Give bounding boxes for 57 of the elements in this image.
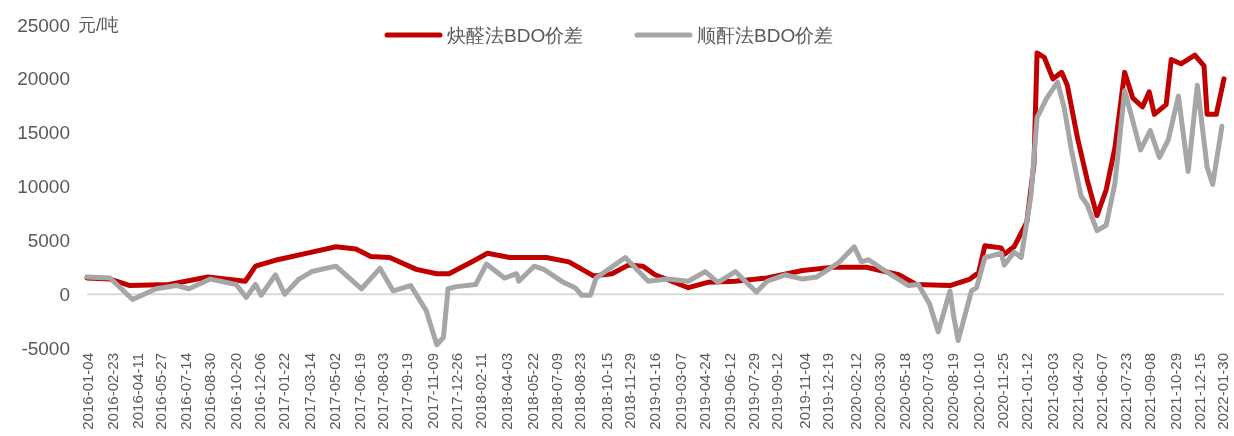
x-tick-label: 2017-01-22 [275,353,293,430]
legend-label: 顺酐法BDO价差 [697,24,834,46]
x-tick-label: 2016-01-04 [78,353,96,430]
y-tick-label: -5000 [21,337,70,359]
x-tick-label: 2021-06-07 [1093,353,1111,430]
y-tick-label: 25000 [17,14,70,36]
x-tick-label: 2021-10-29 [1166,353,1184,430]
x-tick-label: 2018-11-29 [621,353,639,429]
x-tick-label: 2017-05-02 [326,353,344,430]
x-tick-label: 2019-11-04 [795,353,813,429]
x-tick-label: 2016-02-23 [104,353,122,430]
x-tick-label: 2021-07-23 [1116,353,1134,430]
x-tick-label: 2019-09-12 [768,353,786,430]
x-tick-label: 2021-01-12 [1018,353,1036,430]
x-tick-label: 2018-02-11 [472,353,490,429]
x-tick-label: 2019-04-24 [696,353,714,430]
x-tick-label: 2017-03-14 [301,353,319,430]
x-tick-label: 2021-04-20 [1068,353,1086,430]
x-tick-label: 2017-11-09 [424,353,442,429]
legend-label: 炔醛法BDO价差 [447,24,584,46]
x-tick-label: 2016-10-20 [227,353,245,430]
x-tick-label: 2022-01-30 [1214,353,1232,430]
x-tick-label: 2016-04-11 [128,353,146,429]
x-tick-label: 2017-12-26 [448,353,466,430]
y-tick-label: 20000 [17,68,70,90]
y-axis-title: 元/吨 [78,15,120,35]
x-tick-label: 2016-08-30 [200,353,218,430]
x-tick-label: 2018-04-03 [498,353,516,430]
x-tick-label: 2020-08-19 [943,353,961,430]
x-tick-label: 2016-12-06 [251,353,269,430]
y-tick-label: 15000 [17,122,70,144]
x-tick-label: 2020-07-03 [919,353,937,430]
x-tick-label: 2019-01-16 [645,353,663,430]
x-tick-label: 2019-07-29 [745,353,763,430]
y-tick-label: 10000 [17,176,70,197]
x-tick-label: 2016-07-14 [176,353,194,430]
x-tick-label: 2019-03-07 [671,353,689,430]
x-tick-label: 2017-08-03 [374,353,392,430]
x-tick-label: 2020-10-10 [970,353,988,430]
x-tick-label: 2019-06-12 [721,353,739,430]
y-tick-label: 5000 [27,229,70,251]
x-tick-label: 2021-03-03 [1043,353,1061,430]
x-tick-label: 2018-10-15 [598,353,616,430]
x-tick-label: 2018-05-22 [523,353,541,430]
x-tick-label: 2019-12-19 [818,353,836,430]
x-tick-label: 2020-02-12 [846,353,864,430]
x-tick-label: 2020-11-25 [993,353,1011,429]
x-tick-label: 2018-08-23 [571,353,589,430]
x-tick-label: 2020-05-18 [895,353,913,430]
x-tick-label: 2020-03-30 [870,353,888,430]
y-tick-label: 0 [59,283,70,305]
x-tick-label: 2017-06-19 [350,353,368,430]
x-tick-label: 2016-05-27 [152,353,170,430]
x-tick-label: 2021-09-08 [1140,353,1158,430]
x-tick-label: 2018-07-09 [548,353,566,430]
x-tick-label: 2017-09-19 [398,353,416,430]
x-tick-label: 2021-12-15 [1190,353,1208,430]
